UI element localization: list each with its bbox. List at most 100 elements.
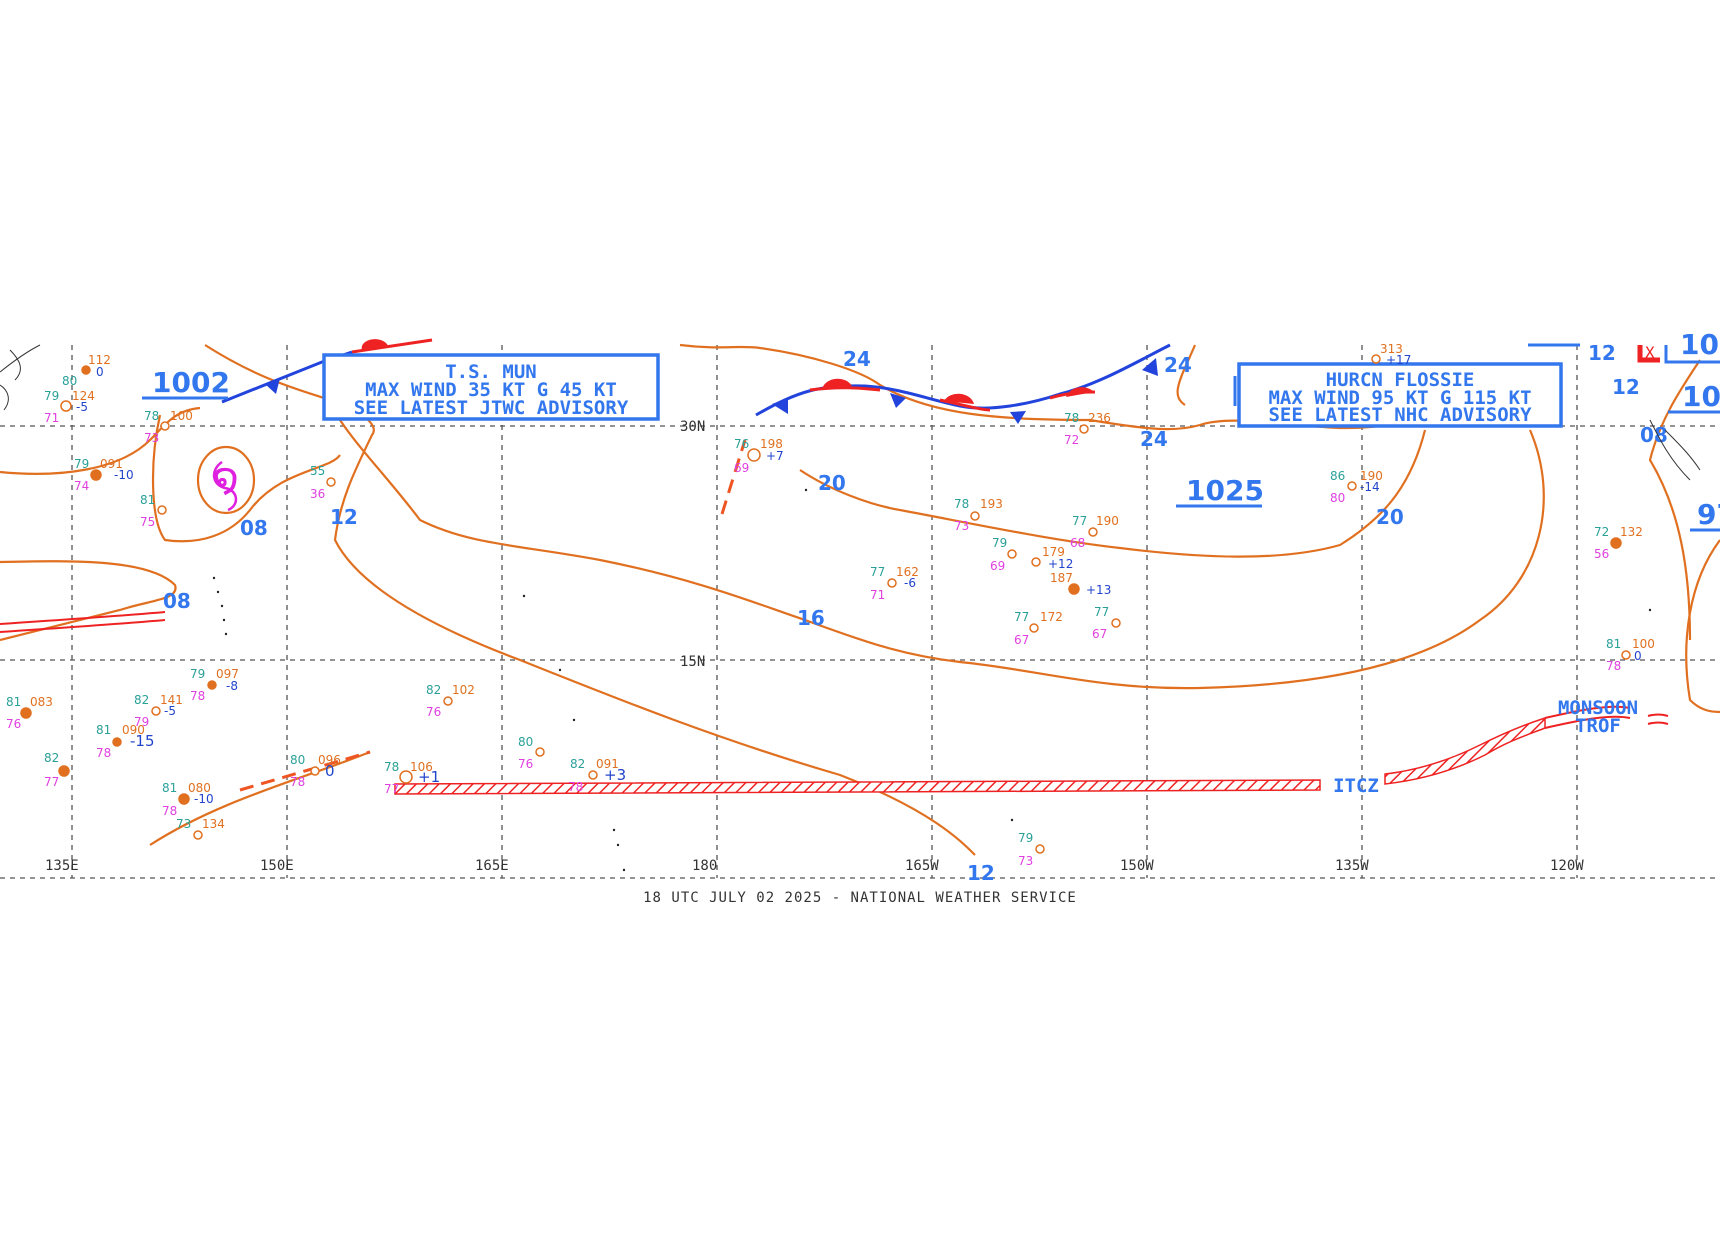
- station-plot: 79 124 71 -5: [44, 389, 95, 425]
- isobar-label: 08: [240, 516, 268, 540]
- isobar-label: 97: [1697, 498, 1720, 531]
- dewpoint-value: 76: [426, 705, 441, 719]
- monsoon-label-line2: TROF: [1575, 715, 1621, 737]
- temperature-value: 82: [134, 693, 149, 707]
- lon-label-135e: 135E: [45, 858, 79, 874]
- dewpoint-value: 73: [954, 519, 969, 533]
- temperature-value: 80: [518, 735, 533, 749]
- station-plot: 86 190 80 -14: [1330, 469, 1383, 505]
- station-plot: 82 102 76: [426, 683, 475, 719]
- station-plot: 81 100 78 0: [1606, 637, 1655, 673]
- pressure-value: 236: [1088, 411, 1111, 425]
- dewpoint-value: 76: [518, 757, 533, 771]
- pressure-value: 102: [452, 683, 475, 697]
- dewpoint-value: 79: [134, 715, 149, 729]
- temperature-value: 79: [1018, 831, 1033, 845]
- lat-label-30n: 30N: [680, 419, 705, 435]
- temperature-value: 79: [992, 536, 1007, 550]
- temperature-value: 79: [44, 389, 59, 403]
- temperature-value: 78: [144, 409, 159, 423]
- tendency-value: -5: [164, 704, 176, 718]
- pressure-value: 100: [1632, 637, 1655, 651]
- pressure-value: 134: [202, 817, 225, 831]
- latitude-labels: 30N 15N: [680, 419, 705, 670]
- station-plot: 80 112 0: [62, 353, 111, 388]
- flossie-wind: MAX WIND 95 KT G 115 KT: [1268, 387, 1531, 409]
- station-plot: 79 091 74 -10: [74, 457, 134, 493]
- station-plot: 82 141 79 -5: [134, 693, 183, 729]
- pressure-value: 100: [170, 409, 193, 423]
- lon-label-135w: 135W: [1335, 858, 1369, 874]
- isobar-label: 16: [797, 606, 825, 630]
- itcz-east-band: [1384, 716, 1546, 785]
- temperature-value: 55: [310, 464, 325, 478]
- dewpoint-value: 69: [990, 559, 1005, 573]
- tendency-value: +1: [418, 768, 440, 786]
- temperature-value: 80: [62, 374, 77, 388]
- lon-label-150e: 150E: [260, 858, 294, 874]
- dewpoint-value: 71: [44, 411, 59, 425]
- low-pressure-value: 1002: [152, 366, 230, 399]
- monsoon-trough: [0, 611, 1669, 729]
- stationary-front: [755, 343, 1171, 424]
- isobar-labels: 08 08 08 12 12 12 12 16 20 20 24 24 24 1…: [163, 328, 1720, 885]
- dewpoint-value: 76: [6, 717, 21, 731]
- tendency-value: +12: [1048, 557, 1073, 571]
- temperature-value: 81: [140, 493, 155, 507]
- pressure-value: 112: [88, 353, 111, 367]
- dewpoint-value: 78: [96, 746, 111, 760]
- lon-label-165e: 165E: [475, 858, 509, 874]
- ts-mun-advisory: SEE LATEST JTWC ADVISORY: [354, 397, 629, 419]
- pressure-value: 162: [896, 565, 919, 579]
- dewpoint-value: 67: [1014, 633, 1029, 647]
- dewpoint-value: 78: [190, 689, 205, 703]
- temperature-value: 80: [290, 753, 305, 767]
- isobar-label: 12: [967, 861, 995, 885]
- isobar-label: 24: [843, 347, 871, 371]
- dewpoint-value: 72: [1064, 433, 1079, 447]
- isobar-label: 12: [330, 505, 358, 529]
- pressure-value: 172: [1040, 610, 1063, 624]
- temperature-value: 81: [6, 695, 21, 709]
- station-plot: 78 236 72: [1064, 411, 1111, 447]
- valid-time-footer: 18 UTC JULY 02 2025 - NATIONAL WEATHER S…: [643, 890, 1077, 906]
- isobar-label: 08: [1640, 423, 1668, 447]
- station-plot: 78 106 77 +1: [384, 760, 440, 796]
- dewpoint-value: 78: [290, 775, 305, 789]
- pressure-value: 091: [596, 757, 619, 771]
- flossie-title: HURCN FLOSSIE: [1326, 369, 1475, 391]
- temperature-value: 78: [384, 760, 399, 774]
- isobar-label: 24: [1164, 353, 1192, 377]
- pressure-value: 090: [122, 723, 145, 737]
- dewpoint-value: 78: [162, 804, 177, 818]
- tendency-value: -15: [130, 732, 155, 750]
- station-plot: 80 76: [518, 735, 545, 771]
- temperature-value: 79: [190, 667, 205, 681]
- lon-label-120w: 120W: [1550, 858, 1584, 874]
- isobar-label: 20: [818, 471, 846, 495]
- station-plot: 78 100 73: [144, 409, 193, 445]
- dewpoint-value: 36: [310, 487, 325, 501]
- lon-label-150w: 150W: [1120, 858, 1154, 874]
- temperature-value: 77: [1072, 514, 1087, 528]
- temperature-value: 82: [570, 757, 585, 771]
- tendency-value: 0: [96, 365, 104, 379]
- dewpoint-value: 73: [144, 431, 159, 445]
- itcz-band: [394, 779, 1321, 795]
- isobar-label: 101: [1680, 328, 1720, 361]
- station-plot: 77 172 67: [1014, 610, 1063, 647]
- station-plot: 179 +12: [1031, 545, 1073, 571]
- dewpoint-value: 75: [140, 515, 155, 529]
- station-plot: 82 77: [44, 751, 70, 789]
- pressure-value: 190: [1096, 514, 1119, 528]
- tendency-value: +3: [604, 766, 626, 784]
- isobar-label: 12: [1612, 375, 1640, 399]
- pressure-value: 179: [1042, 545, 1065, 559]
- isobar-label: 108: [1682, 380, 1720, 413]
- pressure-value: 141: [160, 693, 183, 707]
- pressure-value: 198: [760, 437, 783, 451]
- tendency-value: 0: [325, 762, 335, 780]
- ts-mun-title: T.S. MUN: [445, 361, 537, 383]
- station-plot: 81 090 78 -15: [96, 723, 155, 760]
- pressure-value: 193: [980, 497, 1003, 511]
